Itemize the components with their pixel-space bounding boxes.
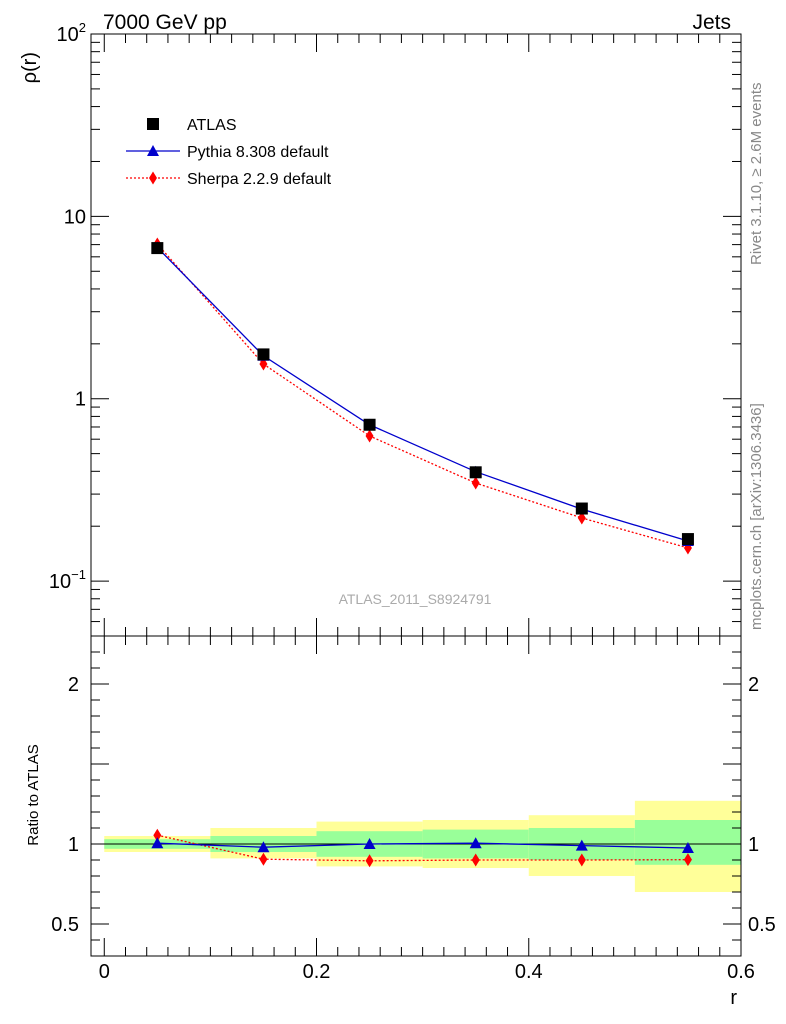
ratio-data-point <box>471 853 480 867</box>
data-point <box>575 502 588 515</box>
ratio-y-axis-label: Ratio to ATLAS <box>25 744 42 845</box>
ratio-frame <box>90 635 742 957</box>
main-x-ticks <box>103 34 742 636</box>
main-panel: 102 10 1 10−1 ATLAS_2011_S8924791 ρ(r) ATLA… <box>19 20 742 637</box>
ratio-y-tick-label-left: 2 <box>68 674 79 696</box>
ratio-y-tick-label-right: 0.5 <box>748 914 776 936</box>
ratio-data-point <box>469 837 482 849</box>
data-point <box>577 511 586 525</box>
main-y-ticks <box>91 33 741 637</box>
y-tick-label: 1 <box>75 389 86 411</box>
data-point <box>471 476 480 490</box>
ratio-data-point <box>151 837 164 849</box>
ratio-data-point <box>577 853 586 867</box>
ratio-data-point <box>365 854 374 868</box>
ratio-series-line <box>157 834 688 862</box>
ratio-y-tick-label-left: 0.5 <box>51 914 79 936</box>
ratio-x-tick-labels: 0 0.2 0.4 0.6 <box>99 961 755 983</box>
legend: ATLAS Pythia 8.308 default Sherpa 2.2.9 de… <box>126 117 332 188</box>
ratio-data-point <box>259 852 268 866</box>
header-left: 7000 GeV pp <box>103 11 227 34</box>
legend-marker <box>147 145 159 156</box>
x-axis-label: r <box>730 987 737 1009</box>
x-tick-label: 0.6 <box>727 961 755 983</box>
legend-marker <box>147 118 159 130</box>
ratio-data-point <box>363 838 376 849</box>
legend-label: Sherpa 2.2.9 default <box>187 171 332 188</box>
ratio-data-point <box>575 839 588 851</box>
main-series <box>151 237 694 555</box>
ratio-data-point <box>257 841 270 853</box>
ratio-y-tick-label-right: 2 <box>748 674 759 696</box>
y-tick-label: 10−1 <box>49 567 86 593</box>
ratio-panel: 2 2 1 1 0.5 0.5 0 0.2 0.4 0.6 Ratio to ATLAS r <box>25 635 776 1009</box>
y-tick-label: 102 <box>57 20 86 46</box>
series-line <box>156 247 689 542</box>
y-tick-label: 10 <box>64 206 86 228</box>
legend-marker <box>149 171 157 185</box>
data-point <box>469 466 482 479</box>
ratio-y-tick-label-right: 1 <box>748 834 759 856</box>
data-point <box>365 429 374 443</box>
series-line <box>156 243 689 549</box>
mcplots-label: mcplots.cern.ch [arXiv:1306.3436] <box>748 403 765 630</box>
ratio-series <box>151 828 694 868</box>
data-point <box>257 348 270 361</box>
ratio-data-point <box>681 842 694 853</box>
ratio-y-tick-label-left: 1 <box>68 834 79 856</box>
data-point <box>363 418 376 431</box>
x-tick-label: 0 <box>99 961 110 983</box>
main-y-tick-labels: 102 10 1 10−1 <box>49 20 86 593</box>
main-y-axis-label: ρ(r) <box>19 52 41 83</box>
ratio-series-line <box>157 842 688 849</box>
x-tick-label: 0.4 <box>515 961 543 983</box>
main-watermark: ATLAS_2011_S8924791 <box>339 591 492 607</box>
x-tick-label: 0.2 <box>303 961 331 983</box>
data-point <box>151 242 164 255</box>
header-right: Jets <box>692 11 731 34</box>
legend-label: Pythia 8.308 default <box>187 144 329 161</box>
ratio-data-point <box>683 853 692 867</box>
data-point <box>681 533 694 546</box>
legend-label: ATLAS <box>187 117 237 134</box>
rivet-label: Rivet 3.1.10, ≥ 2.6M events <box>748 83 765 266</box>
ratio-y-ticks <box>91 635 741 957</box>
ratio-y-tick-labels: 2 2 1 1 0.5 0.5 <box>51 674 776 936</box>
ratio-x-ticks <box>103 636 742 956</box>
ratio-data-point <box>153 828 162 842</box>
